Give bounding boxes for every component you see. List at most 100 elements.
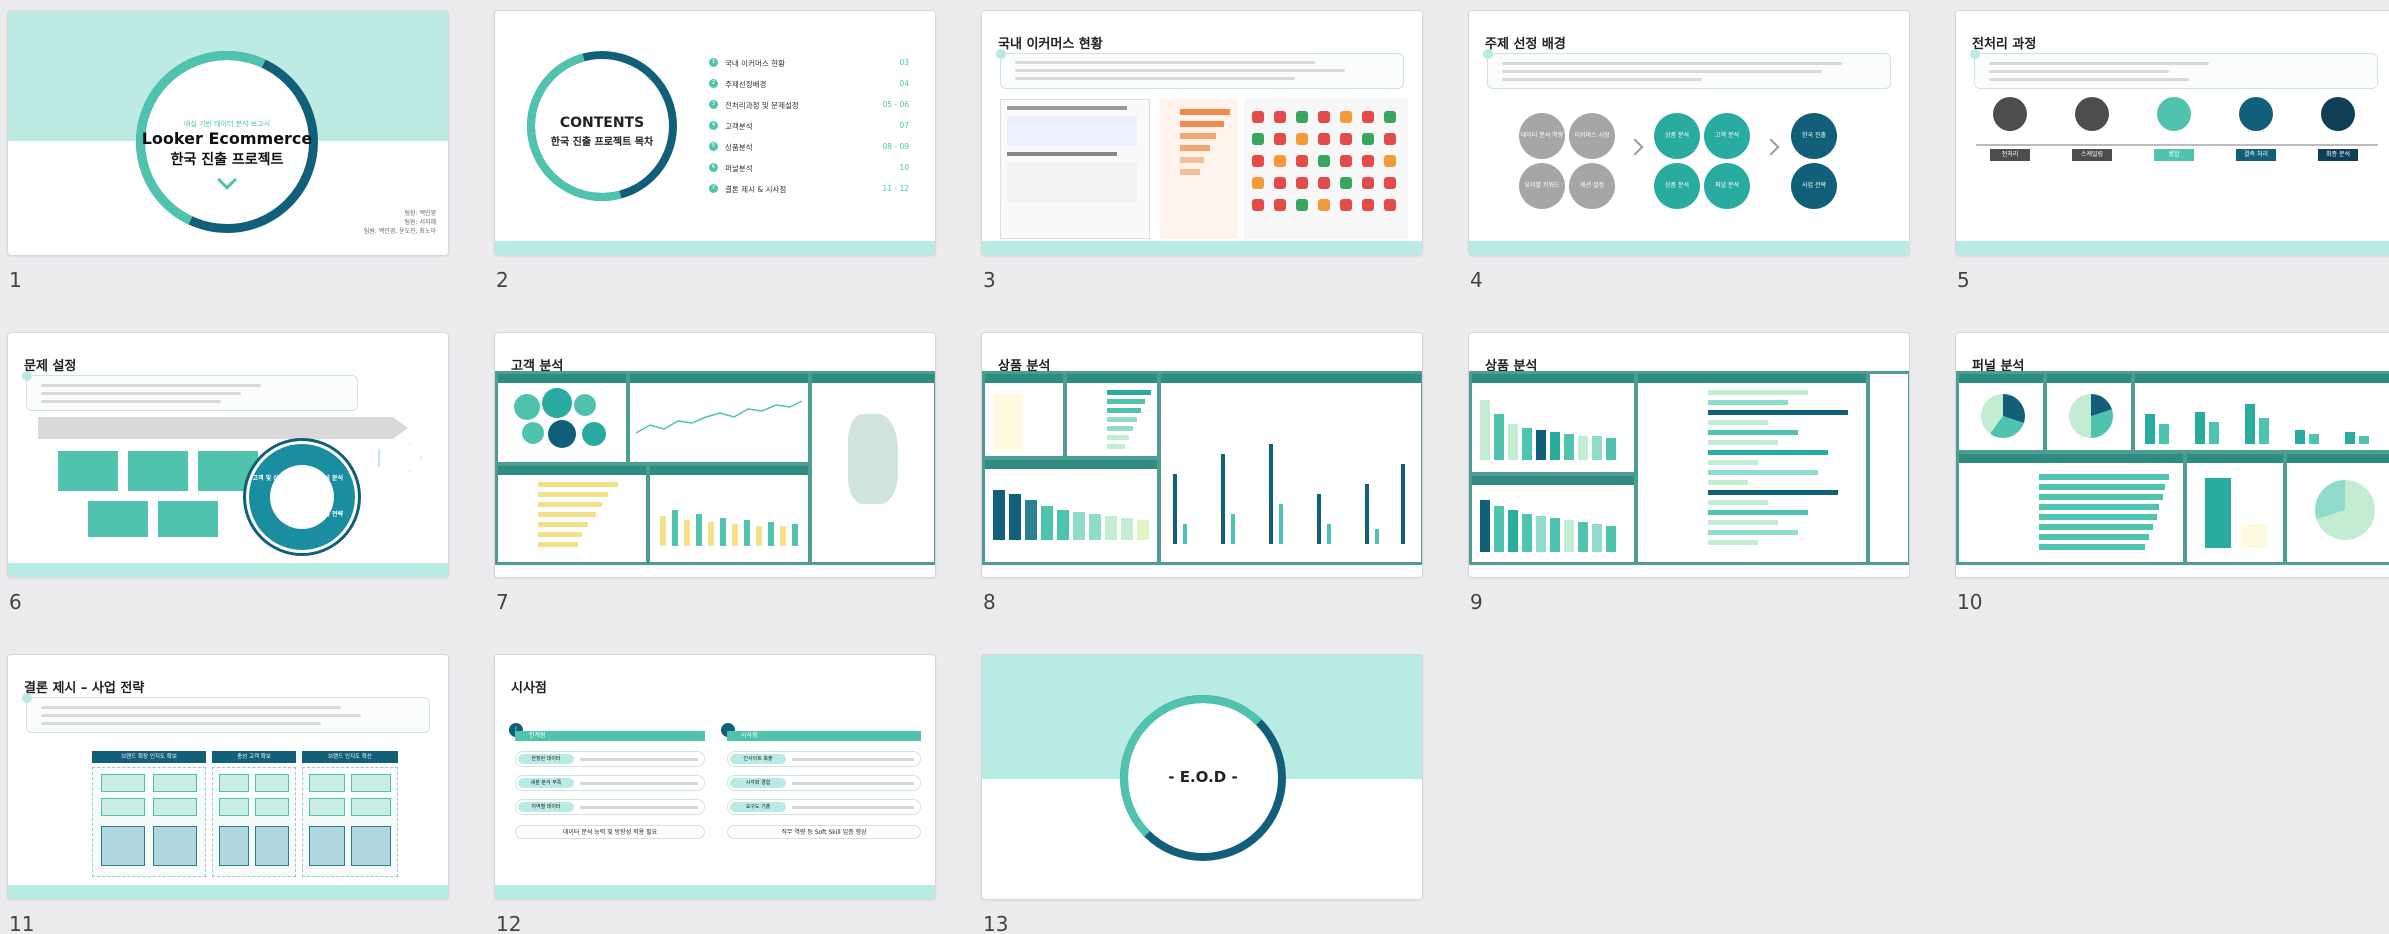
topic-circle: 고객 분석 [1704,113,1750,159]
toc-badge: 3 [709,100,718,109]
toc-badge: 4 [709,121,718,130]
bullet-dot [22,693,32,703]
process-line [1976,144,2378,146]
slide-thumbnail-2[interactable]: CONTENTS 한국 진출 프로젝트 목차 1 국내 이커머스 현황 03 2 주제… [494,10,936,256]
slide-number: 13 [983,912,1009,934]
slide-number: 1 [9,268,22,292]
slide-thumbnail-1[interactable]: 애실 기반 데이터 분석 보고서 Looker Ecommerce 한국 진출 … [7,10,449,256]
panel-title [650,466,808,475]
pie-panel [2286,453,2389,563]
text-line [41,722,321,725]
slide-thumbnail-12[interactable]: 시사점 ! 한계점 시사점 한정된 데이터 세분 분석 부족 지역별 데이터 데… [494,654,936,900]
toc-row: 2 주제선정배경 04 [709,78,909,99]
slide-thumbnail-11[interactable]: 결론 제시 – 사업 전략 브랜드 확장 인지도 확보 충성 고객 확보 브랜드… [7,654,449,900]
limitation-label: 세분 분석 부족 [518,778,574,788]
limitation-label: 지역별 데이터 [518,802,574,812]
footer-band [982,241,1422,255]
slide-number: 8 [983,590,996,614]
topic-circle: 사업 전략 [1791,163,1837,209]
bullet-dot [1483,49,1493,59]
toc-pages: 07 [899,121,909,130]
slide-title: 결론 제시 – 사업 전략 [24,681,145,696]
toc-label: 결론 제시 & 시사점 [725,185,787,194]
korea-map [848,414,898,504]
step-label: 결측 처리 [2236,149,2276,161]
ending-title: - E.O.D - [1168,768,1238,786]
panel-title [812,374,934,383]
toc-label: 주제선정배경 [725,80,767,89]
slide-thumbnail-7[interactable]: 고객 분석 [494,332,936,578]
text-line [41,400,221,403]
slide-thumbnail-6[interactable]: 문제 설정 고객 및 상품 분석 퍼널 분석 사업 전략 [7,332,449,578]
toc-label: 전처리과정 및 문제설정 [725,101,799,110]
toc-pages: 11 - 12 [882,184,909,193]
slide-title-line2: 한국 진출 프로젝트 [170,152,284,168]
wheel-label: 고객 및 상품 분석 [252,475,298,482]
slide-thumbnail-3[interactable]: 국내 이커머스 현황 [981,10,1423,256]
slide-thumbnail-8[interactable]: 상품 분석 [981,332,1423,578]
implication-row: 인사이트 축출 [727,751,921,767]
column-panel [984,459,1158,563]
slide-title: 상품 분석 [998,359,1051,374]
bubble-chart-panel [497,373,627,463]
panel-title [2287,454,2389,463]
panel-title [1959,454,2183,463]
title-ring [136,51,318,233]
toc-label: 고객분석 [725,122,753,131]
summary-box [22,693,430,733]
slide-thumbnail-9[interactable]: 상품 분석 [1468,332,1910,578]
panel-title [985,460,1157,469]
column-panel [1471,475,1635,563]
ranking-chart [1160,99,1238,239]
toc-badge: 6 [709,163,718,172]
panel-title [2047,374,2131,383]
hbar-panel [1958,453,2184,563]
section-header: 시사점 [727,731,921,741]
strategy-column [212,767,296,877]
step-label: 스케일링 [2072,149,2112,161]
slide-thumbnail-13[interactable]: - E.O.D - [981,654,1423,900]
toc-label: 국내 이커머스 현황 [725,59,785,68]
line-chart [635,400,803,434]
topic-circle: 상품 분석 [1654,163,1700,209]
toc-pages: 04 [899,79,909,88]
panel-title [2135,374,2389,383]
slide-thumbnail-4[interactable]: 주제 선정 배경 데이터 분석 역량 이커머스 시장 유저별 키워드 세션 설정… [1468,10,1910,256]
toc-row: 4 고객분석 07 [709,120,909,141]
text-line [1502,70,1822,73]
footer-band [8,563,448,577]
step-label: 병합 [2154,149,2194,161]
topic-circle: 데이터 분석 역량 [1519,113,1565,159]
strategy-column-header: 브랜드 확장 인지도 확보 [92,751,206,763]
implication-label: 인사이트 축출 [730,754,786,764]
text-line [1015,77,1295,80]
chevron-right-icon [1762,138,1780,156]
arrow-right-icon [378,443,422,473]
pie-chart [1981,394,2025,438]
problem-box [128,451,188,491]
toc-pages: 05 - 06 [882,100,909,109]
slide-number: 11 [9,912,35,934]
chevron-right-icon [1626,138,1644,156]
slide-thumbnail-10[interactable]: 퍼널 분석 [1955,332,2389,578]
pie-panel [2046,373,2132,451]
pie-chart [2069,394,2113,438]
slide-thumbnail-5[interactable]: 전처리 과정 전처리 스케일링 병합 결측 처리 최종 분석 [1955,10,2389,256]
toc-row: 3 전처리과정 및 문제설정 05 - 06 [709,99,909,120]
text-line [1989,70,2169,73]
slide-number: 10 [1957,590,1983,614]
column-panel [1471,373,1635,473]
toc-badge: 5 [709,142,718,151]
process-icon [1993,97,2027,131]
arrow-banner [38,417,408,439]
bullet-dot [22,371,32,381]
slide-number: 9 [1470,590,1483,614]
problem-box [58,451,118,491]
problem-box [158,501,218,537]
toc-pages: 10 [899,163,909,172]
panel-title [985,374,1063,383]
summary-box [22,371,358,411]
limitation-row: 지역별 데이터 [515,799,705,815]
slide-number: 7 [496,590,509,614]
slide-number: 12 [496,912,522,934]
